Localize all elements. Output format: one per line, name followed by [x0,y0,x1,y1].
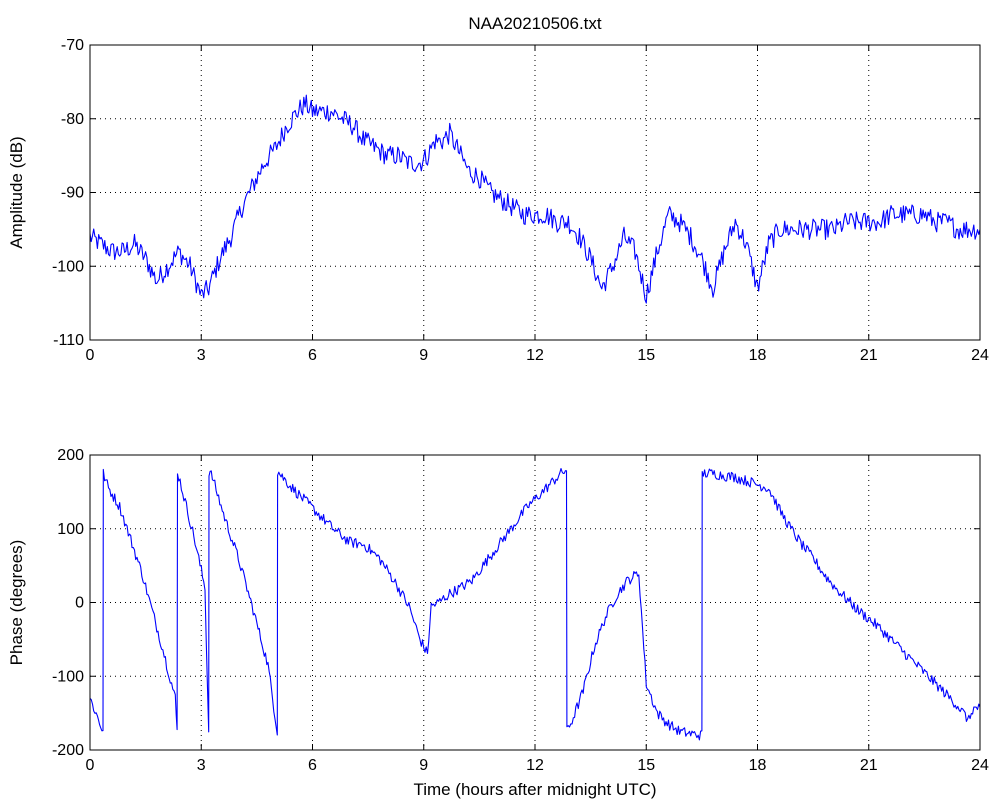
phase-ytick-label: 200 [57,447,84,464]
amplitude-xtick-label: 9 [419,347,428,364]
phase-xtick-label: 15 [637,757,655,774]
amplitude-title: NAA20210506.txt [468,14,602,33]
phase-xtick-label: 0 [86,757,95,774]
phase-xtick-label: 18 [749,757,767,774]
amplitude-ytick-label: -110 [53,332,84,349]
amplitude-series-line [89,94,981,304]
phase-ytick-label: -100 [52,668,84,685]
phase-ytick-label: 100 [57,521,84,538]
amplitude-xtick-label: 6 [308,347,317,364]
amplitude-xtick-label: 24 [971,347,989,364]
phase-ylabel: Phase (degrees) [7,540,26,666]
amplitude-ytick-label: -80 [61,111,84,128]
amplitude-ytick-label: -70 [61,37,84,54]
amplitude-xtick-label: 0 [86,347,95,364]
amplitude-xtick-label: 15 [637,347,655,364]
phase-plot: 0 3 6 9 12 15 18 21 24 -200 -100 0 100 200 Phase (degr… [7,447,989,799]
phase-xtick-label: 12 [526,757,544,774]
phase-xtick-label: 6 [308,757,317,774]
phase-xtick-label: 9 [419,757,428,774]
phase-xtick-label: 24 [971,757,989,774]
amplitude-ytick-label: -90 [61,185,84,202]
phase-ytick-label: 0 [75,595,84,612]
amplitude-xtick-label: 12 [526,347,544,364]
amplitude-xtick-label: 3 [197,347,206,364]
phase-xlabel: Time (hours after midnight UTC) [413,780,656,799]
amplitude-ylabel: Amplitude (dB) [7,136,26,248]
amplitude-xtick-label: 21 [860,347,878,364]
amplitude-xtick-label: 18 [749,347,767,364]
amplitude-ytick-label: -100 [52,258,84,275]
amplitude-plot: 0 3 6 9 12 15 18 21 24 -110 -100 -90 -80 -70 NAA202105… [7,14,989,364]
phase-ytick-label: -200 [52,742,84,759]
phase-series-line [89,467,981,741]
phase-xtick-label: 21 [860,757,878,774]
phase-xtick-label: 3 [197,757,206,774]
